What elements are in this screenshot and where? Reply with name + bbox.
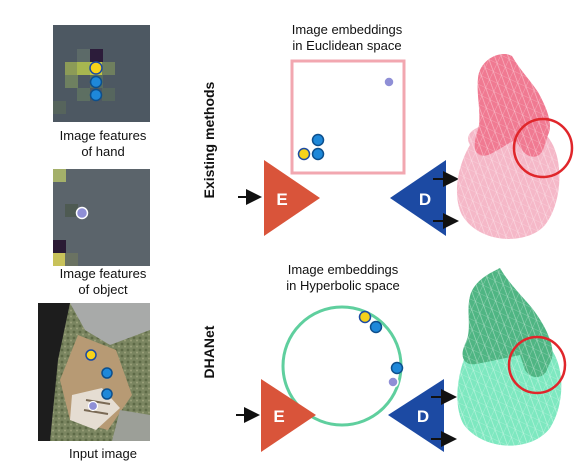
- hand-feature-blue-dot: [89, 88, 103, 102]
- euclidean-yellow-dot: [297, 147, 311, 161]
- existing-methods-label: Existing methods: [201, 81, 217, 199]
- object-features-caption: Image features of object: [40, 266, 166, 298]
- decoder-letter-bottom: D: [417, 407, 429, 426]
- encoder-letter-bottom: E: [273, 407, 284, 426]
- encoder-triangle-bottom: [261, 379, 316, 452]
- hand-feature-yellow-dot: [89, 61, 103, 75]
- input-image-purple-dot: [87, 400, 99, 412]
- euclidean-title-line1: Image embeddings: [291, 22, 403, 37]
- input-image-caption: Input image: [69, 446, 137, 461]
- euclidean-hand-mesh: [474, 54, 550, 157]
- hand-feature-map: [53, 25, 150, 122]
- hyperbolic-embedding-title: Image embeddings in Hyperbolic space: [257, 262, 429, 294]
- hyperbolic-blue-dot: [369, 320, 383, 334]
- hand-features-caption: Image features of hand: [40, 128, 166, 160]
- hyperbolic-hand-mesh: [462, 268, 553, 378]
- object-feature-dot: [75, 206, 89, 220]
- hyperbolic-title-line1: Image embeddings: [287, 262, 399, 277]
- hand-feature-blue-dot: [89, 75, 103, 89]
- encoder-triangle-top: [264, 160, 320, 236]
- hand-features-caption-line1: Image features: [59, 128, 147, 143]
- input-image-yellow-dot: [85, 349, 97, 361]
- decoder-letter-top: D: [419, 190, 431, 209]
- input-image-blue-dot: [101, 388, 113, 400]
- hyperbolic-yellow-dot: [358, 310, 372, 324]
- object-feature-map: [53, 169, 150, 266]
- decoder-triangle-bottom: [388, 379, 444, 452]
- euclidean-blue-dot: [311, 147, 325, 161]
- input-image: [38, 303, 150, 441]
- euclidean-embedding-title: Image embeddings in Euclidean space: [262, 22, 432, 54]
- object-features-caption-line1: Image features: [59, 266, 147, 281]
- hyperbolic-title-line2: in Hyperbolic space: [286, 278, 400, 293]
- euclidean-embedding-box: [290, 59, 406, 175]
- dhanet-label: DHANet: [201, 325, 217, 379]
- euclidean-blue-dot: [311, 133, 325, 147]
- highlight-circle-top: [512, 117, 574, 179]
- euclidean-purple-dot: [383, 76, 395, 88]
- hyperbolic-blue-dot: [390, 361, 404, 375]
- hyperbolic-purple-dot: [387, 376, 399, 388]
- hand-features-caption-line2: of hand: [81, 144, 125, 159]
- decoder-triangle-top: [390, 160, 446, 236]
- object-features-caption-line2: of object: [78, 282, 128, 297]
- input-image-blue-dot: [101, 367, 113, 379]
- highlight-circle-bottom: [507, 335, 567, 395]
- euclidean-title-line2: in Euclidean space: [292, 38, 402, 53]
- encoder-letter-top: E: [276, 190, 287, 209]
